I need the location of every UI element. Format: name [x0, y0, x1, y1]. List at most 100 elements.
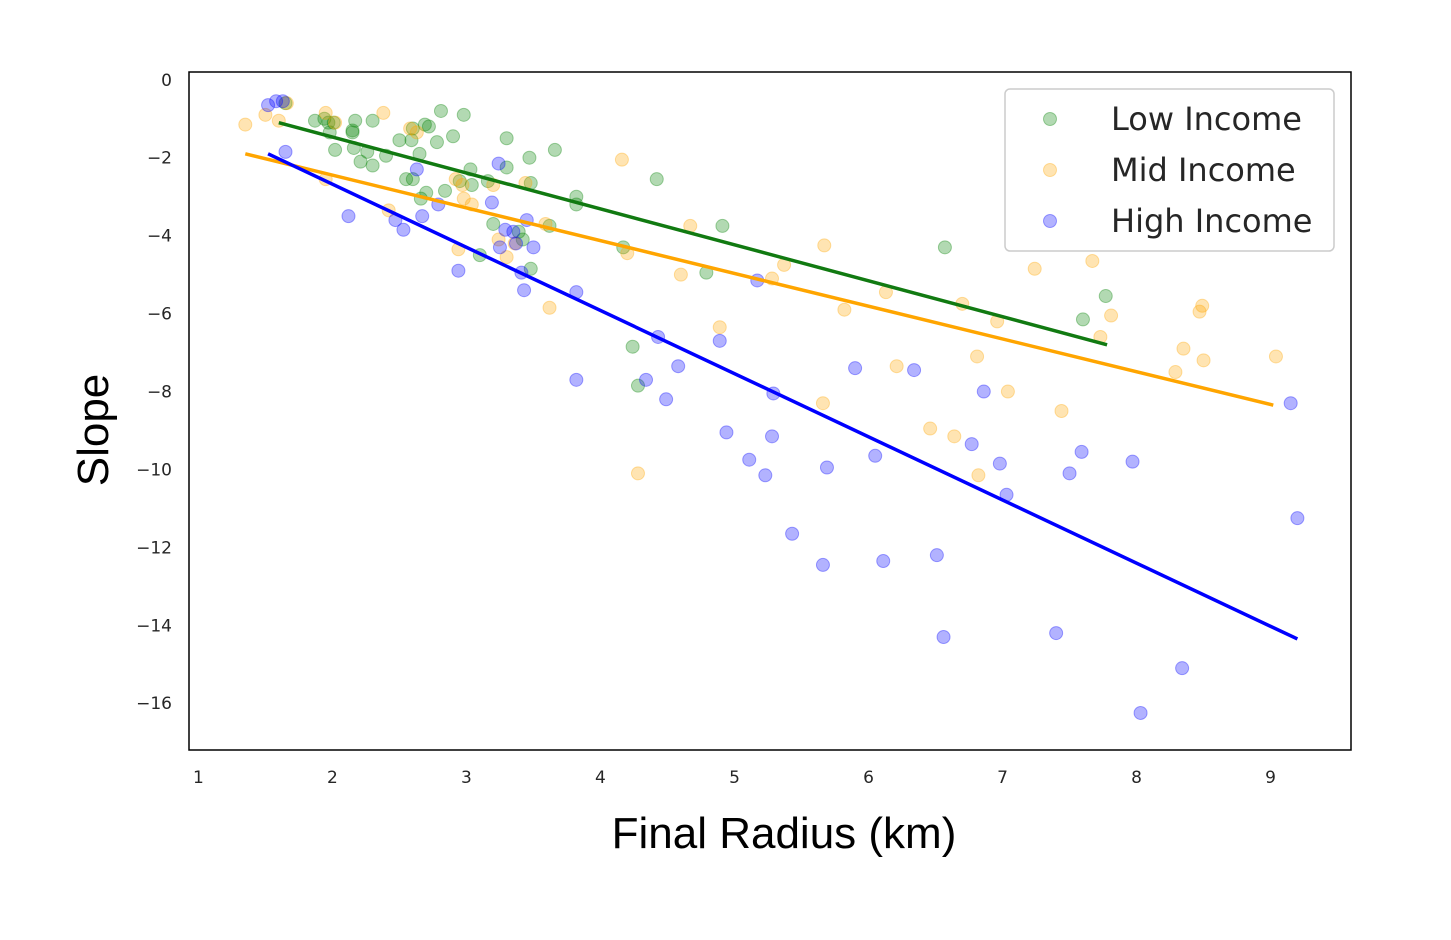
- high-income-point: [492, 240, 507, 255]
- high-income-point: [719, 425, 734, 440]
- y-tick-label: −4: [147, 227, 172, 247]
- low-income-point: [1098, 289, 1113, 304]
- mid-income-point: [1168, 365, 1183, 380]
- high-income-point: [639, 372, 654, 387]
- y-tick-label: −14: [136, 616, 172, 636]
- high-income-point: [506, 224, 521, 239]
- low-income-point: [515, 232, 530, 247]
- high-income-point: [936, 630, 951, 644]
- mid-income-point: [238, 117, 253, 132]
- low-income-points: [278, 96, 1113, 393]
- low-income-point: [365, 113, 380, 128]
- high-income-point: [1074, 444, 1089, 459]
- y-tick-label: −10: [136, 460, 172, 480]
- mid-income-point: [971, 468, 986, 483]
- high-income-point: [992, 456, 1007, 471]
- mid-income-point: [1268, 349, 1283, 364]
- low-income-point: [365, 158, 380, 173]
- mid-income-point: [491, 232, 506, 247]
- mid-income-point: [328, 115, 343, 130]
- mid-income-point: [1085, 253, 1100, 268]
- low-income-point: [1075, 312, 1090, 327]
- high-income-point: [848, 361, 863, 376]
- x-tick-label: 3: [461, 768, 472, 788]
- mid-income-point: [279, 96, 294, 111]
- y-axis-ticks: 0 −2 −4 −6 −8 −10 −12 −14 −16: [136, 71, 172, 714]
- mid-income-point: [673, 267, 688, 282]
- mid-income-point: [456, 191, 471, 206]
- mid-income-point: [889, 359, 904, 374]
- low-income-point: [464, 178, 479, 192]
- high-income-point: [1062, 466, 1077, 481]
- high-income-point: [819, 460, 834, 475]
- mid-income-point: [970, 349, 985, 364]
- high-income-point: [876, 554, 891, 569]
- low-income-point: [456, 107, 471, 122]
- high-income-point: [1125, 454, 1140, 469]
- mid-income-point: [1000, 384, 1015, 399]
- legend-marker-high-income: [1043, 214, 1057, 228]
- x-tick-label: 4: [595, 768, 606, 788]
- mid-income-point: [542, 300, 557, 315]
- high-income-point: [659, 392, 674, 407]
- high-income-point: [929, 548, 944, 563]
- high-income-point: [415, 209, 430, 224]
- high-income-point: [1283, 396, 1298, 411]
- legend-marker-low-income: [1043, 112, 1057, 126]
- high-income-point: [712, 333, 727, 348]
- low-income-point: [547, 142, 562, 157]
- low-income-point: [278, 96, 293, 111]
- mid-income-points: [238, 96, 1283, 483]
- x-tick-label: 1: [193, 768, 204, 788]
- low-income-point: [404, 133, 419, 148]
- fit-lines-layer: [244, 120, 1299, 641]
- mid-income-point: [448, 172, 463, 187]
- mid-income-point: [947, 429, 962, 444]
- high-income-point: [1175, 661, 1190, 676]
- y-tick-label: −8: [147, 383, 172, 403]
- mid-income-point: [1027, 261, 1042, 276]
- mid-income-point: [712, 320, 727, 335]
- x-axis-title: Final Radius (km): [612, 809, 957, 858]
- high-income-point: [765, 429, 780, 444]
- high-income-point: [1290, 511, 1305, 526]
- mid-income-point: [455, 178, 470, 192]
- mid-income-point: [1196, 353, 1211, 368]
- mid-income-point: [630, 466, 645, 481]
- low-income-point: [348, 113, 363, 128]
- low-income-point: [399, 172, 414, 187]
- legend: Low Income Mid Income High Income: [1004, 88, 1335, 252]
- high-income-point: [484, 195, 499, 210]
- x-axis-ticks: 1 2 3 4 5 6 7 8 9: [193, 768, 1276, 788]
- legend-label-low-income: Low Income: [1111, 100, 1302, 138]
- low-income-point: [433, 103, 448, 118]
- high-income-point: [976, 384, 991, 399]
- mid-income-point: [318, 105, 333, 120]
- low-income-point: [446, 129, 461, 144]
- high-income-point: [278, 144, 293, 159]
- legend-box: [1004, 88, 1335, 252]
- low-income-point: [317, 111, 332, 126]
- high-income-point: [498, 222, 513, 237]
- y-tick-label: −16: [136, 694, 172, 714]
- x-tick-label: 9: [1265, 768, 1276, 788]
- plot-area-frame: [188, 71, 1352, 751]
- mid-income-point: [1054, 404, 1069, 418]
- low-income-point: [523, 261, 538, 276]
- mid-income-point: [815, 396, 830, 411]
- high-income-point: [491, 156, 506, 171]
- low-income-point: [328, 142, 343, 157]
- low-income-point: [421, 119, 436, 134]
- high-income-point: [275, 94, 290, 109]
- y-tick-label: −12: [136, 538, 172, 558]
- legend-marker-mid-income: [1043, 163, 1057, 177]
- mid-income-point: [614, 152, 629, 167]
- low-income-point: [522, 150, 537, 165]
- low-income-point: [486, 216, 501, 231]
- low-income-point: [630, 378, 645, 393]
- low-income-point: [715, 218, 730, 233]
- high-income-point: [261, 98, 276, 113]
- x-tick-label: 7: [997, 768, 1008, 788]
- low-income-point: [649, 172, 664, 187]
